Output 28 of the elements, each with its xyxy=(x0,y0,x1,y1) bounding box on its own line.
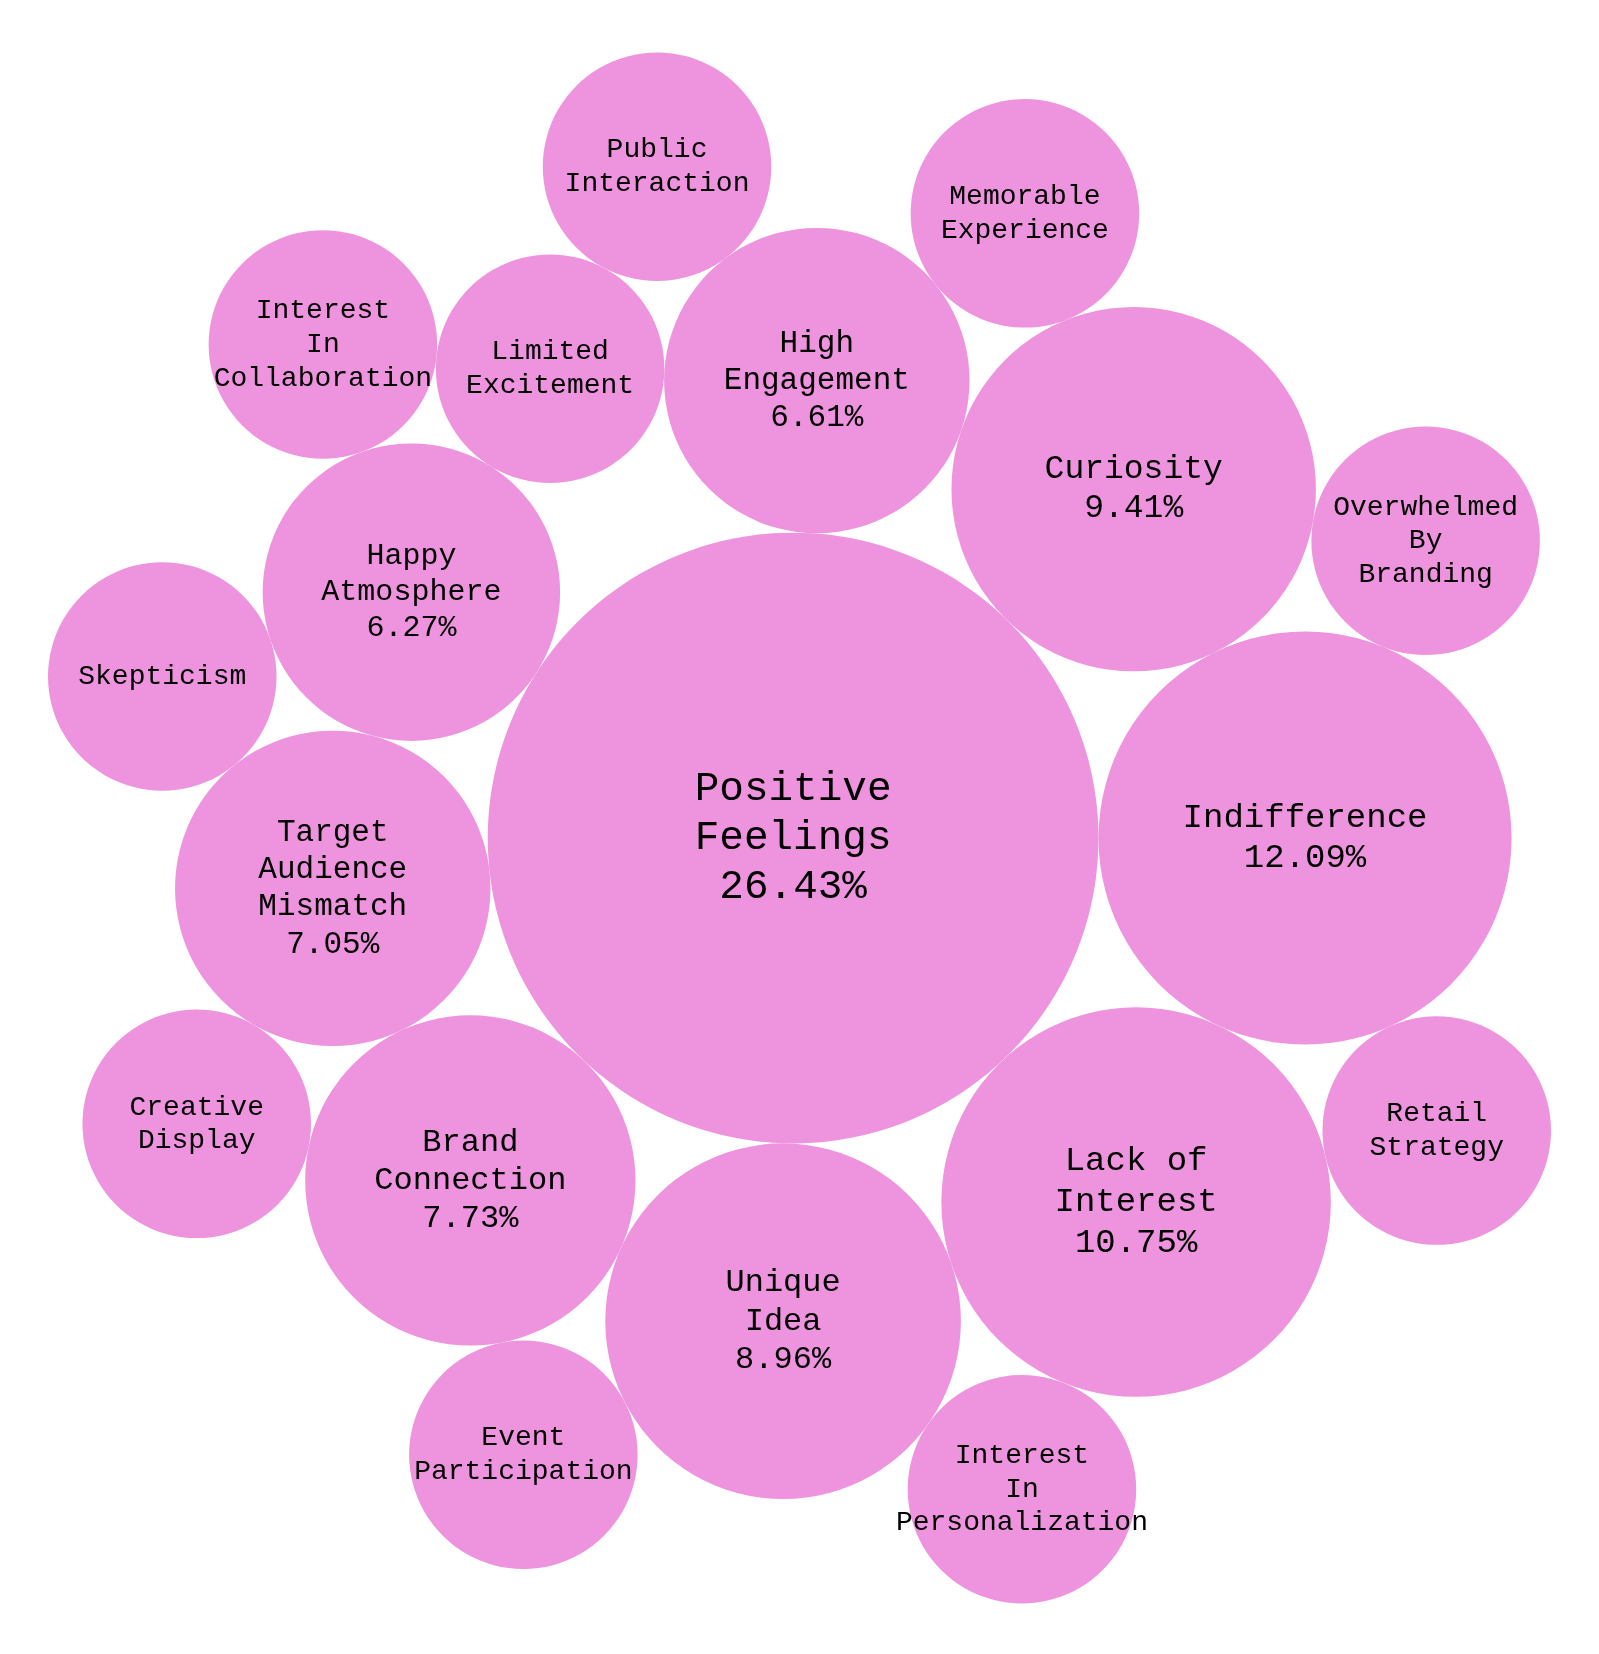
category-label: High Engagement xyxy=(723,325,910,399)
data-label: 7.73% xyxy=(422,1200,520,1238)
category-label: Public Interaction xyxy=(564,134,750,200)
data-label: 10.75% xyxy=(1074,1223,1198,1262)
data-label: 26.43% xyxy=(719,864,868,911)
category-label: Memorable Experience xyxy=(940,181,1109,246)
category-label: Skepticism xyxy=(78,660,247,692)
category-label: Brand Connection xyxy=(374,1123,567,1199)
category-label: Interest In Personalization xyxy=(895,1440,1148,1539)
category-label: Lack of Interest xyxy=(1054,1142,1218,1222)
category-label: Curiosity xyxy=(1044,450,1223,488)
data-label: 6.61% xyxy=(770,400,864,436)
category-label: Creative Display xyxy=(129,1091,264,1157)
category-label: Event Participation xyxy=(414,1422,633,1488)
data-label: 9.41% xyxy=(1084,490,1184,528)
category-label: Interest In Collaboration xyxy=(213,295,433,394)
category-label: Overwhelmed By Branding xyxy=(1333,491,1519,590)
category-label: Unique Idea xyxy=(725,1264,841,1340)
category-label: Indifference xyxy=(1182,798,1428,837)
data-label: 6.27% xyxy=(366,611,458,646)
category-label: Retail Strategy xyxy=(1369,1098,1504,1163)
category-label: Happy Atmosphere xyxy=(321,539,502,610)
data-label: 7.05% xyxy=(286,926,380,962)
category-label: Limited Excitement xyxy=(466,336,635,402)
category-label: Positive Feelings xyxy=(694,765,892,862)
data-label: 8.96% xyxy=(735,1341,832,1379)
data-label: 12.09% xyxy=(1243,839,1367,878)
category-label: Target Audience Mismatch xyxy=(258,815,408,925)
